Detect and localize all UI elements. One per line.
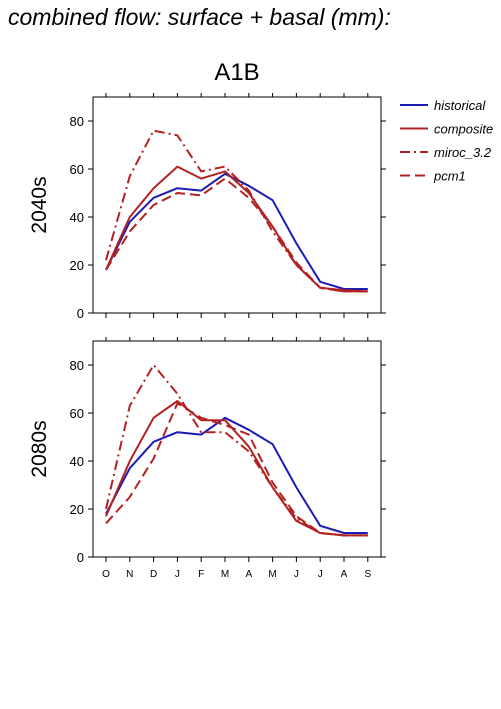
scenario-label: A1B — [214, 59, 259, 86]
legend-item: miroc_3.2 — [400, 145, 492, 160]
plot-frame — [92, 340, 382, 558]
legend: historical composite miroc_3.2 pcm1 — [400, 98, 493, 184]
series-line-pcm1 — [105, 402, 368, 537]
legend-label: composite — [434, 122, 493, 137]
y-tick-label: 40 — [70, 454, 84, 469]
y-tick-label: 40 — [70, 210, 84, 225]
x-tick-label: F — [198, 569, 204, 580]
y-tick-label: 80 — [70, 114, 84, 129]
x-tick-label: M — [221, 569, 229, 580]
x-tick-label: J — [175, 569, 180, 580]
series-line-miroc-3-2 — [105, 129, 368, 293]
legend-label: pcm1 — [433, 169, 466, 184]
figure-title: combined flow: surface + basal (mm): — [8, 4, 391, 30]
series-line-composite — [105, 400, 368, 537]
panel-2040s: 0 20 40 60 80 2040s — [28, 93, 386, 321]
x-tick-label: D — [150, 569, 157, 580]
legend-item: pcm1 — [400, 169, 466, 184]
y-tick-label: 60 — [70, 406, 84, 421]
x-tick-label: A — [341, 569, 348, 580]
legend-label: miroc_3.2 — [434, 145, 492, 160]
x-tick-label: A — [245, 569, 252, 580]
plot-frame — [92, 96, 382, 314]
series-line-historical — [105, 416, 368, 534]
y-tick-label: 20 — [70, 502, 84, 517]
x-tick-label: M — [268, 569, 276, 580]
y-tick-label: 0 — [77, 550, 84, 565]
series-line-pcm1 — [105, 177, 368, 293]
y-tick-label: 60 — [70, 162, 84, 177]
panel-label: 2040s — [28, 176, 51, 233]
legend-label: historical — [434, 98, 486, 113]
y-tick-label: 20 — [70, 258, 84, 273]
y-tick-label: 0 — [77, 306, 84, 321]
series-line-composite — [105, 165, 368, 293]
panel-2080s: 0 20 40 60 80 O N D J F M A M J J A S 2080s — [28, 337, 386, 580]
panel-label: 2080s — [28, 420, 51, 477]
x-tick-label: J — [318, 569, 323, 580]
legend-item: historical — [400, 98, 486, 113]
x-tick-label: N — [126, 569, 133, 580]
y-tick-label: 80 — [70, 358, 84, 373]
x-tick-label: J — [294, 569, 299, 580]
panels: 0 20 40 60 80 2040s 0 20 40 60 80 O N D J F M A M J J A S 2080s — [28, 93, 386, 580]
legend-item: composite — [400, 122, 493, 137]
x-tick-label: S — [364, 569, 371, 580]
series-line-historical — [105, 172, 368, 290]
x-tick-label: O — [102, 569, 110, 580]
